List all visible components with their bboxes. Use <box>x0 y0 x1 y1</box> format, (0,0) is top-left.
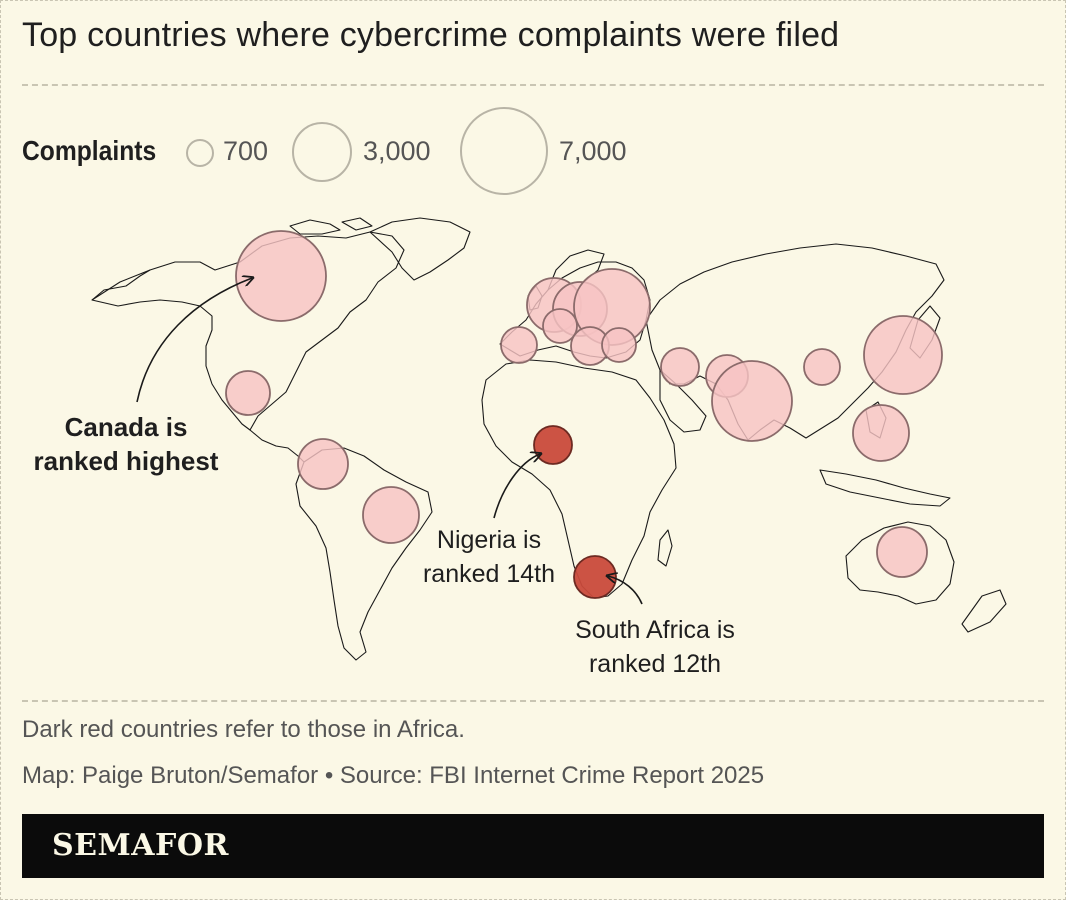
nigeria-label-line1: Nigeria is <box>437 526 541 554</box>
annotation-labels: Canada is ranked highest Nigeria is rank… <box>34 412 735 678</box>
legend-label-large: 7,000 <box>559 136 627 166</box>
africa-outline <box>481 359 677 599</box>
bottom-divider <box>22 700 1044 702</box>
alaska-outline <box>91 269 151 301</box>
australia-bubble <box>876 526 928 578</box>
nigeria-arrow <box>493 454 540 519</box>
canada-label-line2: ranked highest <box>34 446 219 476</box>
scandinavia-outline <box>547 249 605 291</box>
top-divider <box>22 84 1044 86</box>
legend-circle-medium <box>292 122 352 182</box>
spain-bubble <box>500 326 538 364</box>
legend-label-medium: 3,000 <box>363 136 431 166</box>
turkey-bubble <box>601 327 637 363</box>
mexico-bubble <box>225 370 271 416</box>
south-africa-label-line1: South Africa is <box>575 616 735 644</box>
legend-label-small: 700 <box>223 136 269 166</box>
nigeria-bubble <box>533 425 573 465</box>
madagascar-outline <box>657 529 673 567</box>
canada-arrow <box>136 278 252 403</box>
brazil-bubble <box>362 486 420 544</box>
canada-label-line1: Canada is <box>65 412 188 442</box>
greenland-outline <box>369 217 471 281</box>
south-africa-arrow <box>608 576 643 605</box>
arabian-peninsula-outline <box>659 369 707 433</box>
size-legend: Complaints 700 3,000 7,000 <box>22 105 722 195</box>
legend-circle-small <box>186 139 214 167</box>
legend-title: Complaints <box>22 135 157 166</box>
africa-note: Dark red countries refer to those in Afr… <box>22 716 465 743</box>
france-bubble <box>542 308 578 344</box>
south-africa-label-line2: ranked 12th <box>589 650 721 678</box>
philippines-bubble <box>852 404 910 462</box>
arctic-islands-outline <box>289 217 373 235</box>
bubble-layer <box>225 230 943 599</box>
israel-bubble <box>660 347 700 387</box>
japan-bubble <box>863 315 943 395</box>
colombia-bubble <box>297 438 349 490</box>
annotation-arrows <box>136 278 643 605</box>
world-map: Canada is ranked highest Nigeria is rank… <box>34 217 1007 678</box>
nigeria-label-line2: ranked 14th <box>423 560 555 588</box>
indonesia-outline <box>819 469 951 507</box>
canada-bubble <box>235 230 327 322</box>
india-bubble <box>711 360 793 442</box>
brand-bar: SEMAFOR <box>22 814 1044 878</box>
china-bubble <box>803 348 841 386</box>
south-america-outline <box>295 447 433 661</box>
australia-outline <box>845 521 955 605</box>
central-america-outline <box>249 429 305 463</box>
chart-title: Top countries where cybercrime complaint… <box>22 16 840 54</box>
source-credit: Map: Paige Bruton/Semafor • Source: FBI … <box>22 762 765 789</box>
new-zealand-outline <box>961 589 1007 633</box>
semafor-logo: SEMAFOR <box>52 828 229 863</box>
legend-circle-large <box>460 107 548 195</box>
